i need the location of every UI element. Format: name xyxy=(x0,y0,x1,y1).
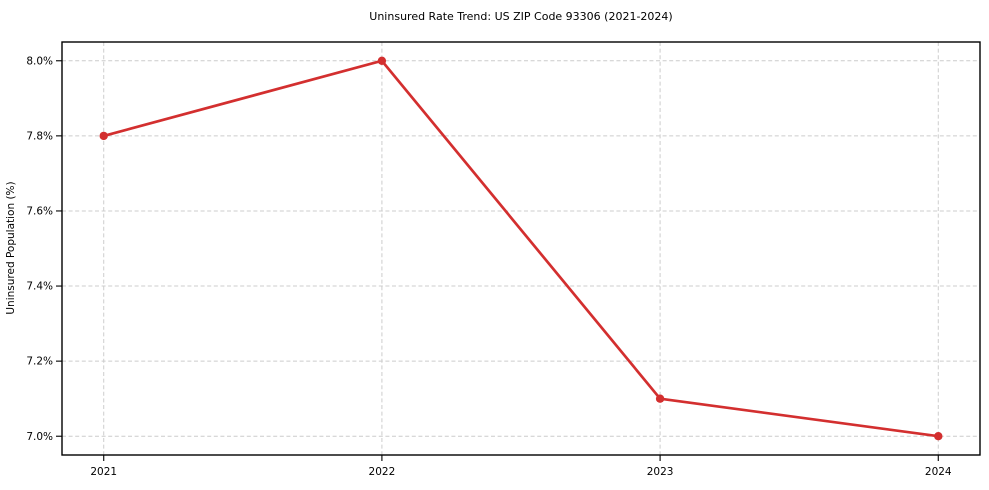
x-tick-label: 2022 xyxy=(369,466,396,478)
y-axis-label: Uninsured Population (%) xyxy=(5,181,17,314)
x-tick-label: 2023 xyxy=(647,466,674,478)
tick-layer: 7.0% 7.2% 7.4% 7.6% 7.8% 8.0% 2021 2022 2023 2024 xyxy=(26,55,952,478)
y-tick-label: 7.8% xyxy=(26,130,53,142)
plot-border xyxy=(61,41,981,456)
series-layer xyxy=(99,56,943,441)
x-tick-label: 2021 xyxy=(90,466,117,478)
data-point xyxy=(99,131,108,141)
grid-layer xyxy=(62,42,980,455)
y-tick-label: 7.2% xyxy=(26,356,53,368)
y-tick-label: 8.0% xyxy=(26,55,53,67)
y-tick-label: 7.4% xyxy=(26,281,53,293)
data-point xyxy=(655,394,665,403)
y-tick-label: 7.0% xyxy=(26,431,53,443)
trend-line xyxy=(102,59,940,438)
x-tick-label: 2024 xyxy=(925,466,952,478)
chart-title: Uninsured Rate Trend: US ZIP Code 93306 … xyxy=(369,10,672,23)
data-point xyxy=(934,432,943,441)
y-tick-label: 7.6% xyxy=(26,206,53,218)
data-point xyxy=(377,56,387,65)
